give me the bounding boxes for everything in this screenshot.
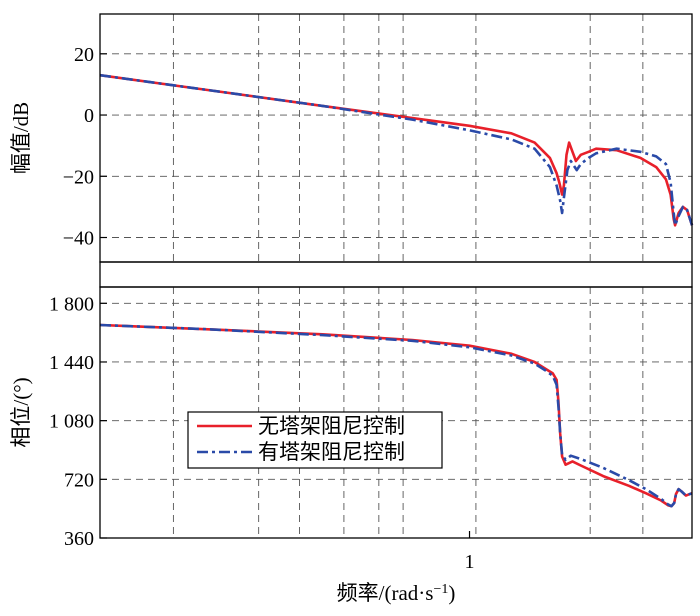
y-tick-label-1: 1 440 xyxy=(49,352,94,374)
frequency-axis-title-end: ) xyxy=(448,581,455,605)
legend-label-with-tower-damping: 有塔架阻尼控制 xyxy=(258,440,405,464)
phase-plot-frame xyxy=(99,286,693,539)
magnitude-panel: 20 0 −20 −40 幅值/dB xyxy=(9,13,694,263)
frequency-axis-title-main: 频率/(rad·s xyxy=(337,581,434,605)
y-tick-label-0: 1 800 xyxy=(49,293,94,315)
magnitude-grid xyxy=(100,14,692,262)
frequency-axis-title-sup: −1 xyxy=(433,582,448,597)
series-with-tower-damping-line xyxy=(99,323,693,508)
y-tick-label-1: 0 xyxy=(84,105,94,127)
y-tick-label-2: −20 xyxy=(63,166,94,188)
phase-panel: 1 800 1 440 1 080 720 360 1 相位/(°) 频率/(rad·s… xyxy=(9,286,693,605)
magnitude-plot-frame xyxy=(99,13,693,263)
magnitude-axis-title: 幅值/dB xyxy=(9,102,33,174)
magnitude-y-ticks: 20 0 −20 −40 xyxy=(63,44,107,250)
y-tick-label-3: −40 xyxy=(63,228,94,250)
phase-axis-title: 相位/(°) xyxy=(9,377,33,447)
series-with-tower-damping-line xyxy=(99,73,694,227)
frequency-axis-title: 频率/(rad·s−1) xyxy=(337,581,456,605)
x-tick-label-0: 1 xyxy=(465,551,475,573)
y-tick-label-3: 720 xyxy=(64,469,94,491)
phase-x-ticks: 1 xyxy=(465,531,475,573)
y-tick-label-2: 1 080 xyxy=(49,411,94,433)
series-no-tower-damping-line xyxy=(99,323,693,508)
phase-y-ticks: 1 800 1 440 1 080 720 360 xyxy=(49,293,107,550)
magnitude-curves xyxy=(99,73,694,227)
legend-box xyxy=(187,411,443,469)
y-tick-label-0: 20 xyxy=(74,44,94,66)
legend-label-no-tower-damping: 无塔架阻尼控制 xyxy=(258,414,405,438)
series-no-tower-damping-line xyxy=(99,73,694,227)
panel-separator xyxy=(99,261,693,288)
phase-curves xyxy=(99,323,693,508)
legend: 无塔架阻尼控制 有塔架阻尼控制 xyxy=(187,411,443,469)
y-tick-label-4: 360 xyxy=(64,528,94,550)
